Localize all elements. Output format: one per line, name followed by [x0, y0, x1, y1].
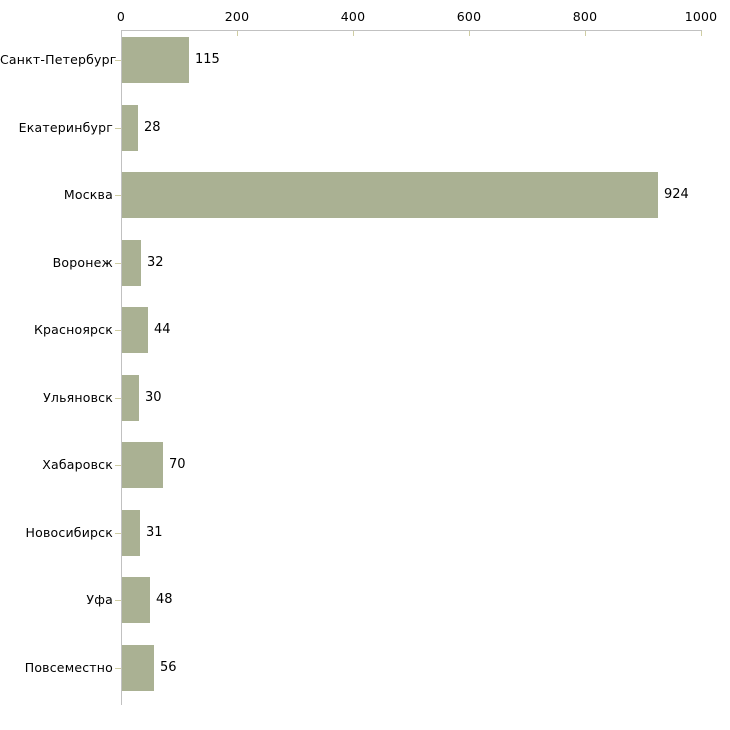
x-axis-tick-label: 600 [456, 9, 482, 24]
value-label: 56 [160, 659, 177, 675]
category-label: Повсеместно [24, 659, 113, 675]
bar [122, 577, 150, 623]
category-tick [115, 532, 121, 534]
category-label: Красноярск [33, 322, 113, 337]
category-tick [115, 60, 121, 61]
x-axis-tick [701, 31, 702, 36]
x-axis-tick-label: 1000 [684, 9, 718, 24]
value-label: 44 [154, 322, 171, 337]
category-tick [115, 465, 121, 466]
value-label: 70 [169, 457, 186, 472]
x-axis-tick [469, 31, 470, 36]
category-label: Санкт-Петербург [0, 52, 117, 67]
category-tick [115, 330, 121, 331]
category-tick [115, 667, 121, 669]
category-tick [115, 195, 121, 196]
bar [122, 442, 163, 488]
bar [122, 37, 189, 83]
category-tick [115, 397, 121, 399]
value-label: 115 [195, 52, 220, 67]
x-axis-tick-label: 800 [572, 9, 598, 24]
x-axis-tick [353, 31, 354, 36]
bar [122, 374, 139, 421]
category-label: Воронеж [52, 254, 113, 270]
category-label: Уфа [86, 592, 113, 607]
bar [122, 644, 154, 691]
category-tick [115, 262, 121, 264]
bar [122, 104, 138, 151]
x-axis-tick [585, 31, 586, 36]
category-label: Ульяновск [43, 389, 113, 405]
bar [122, 509, 140, 556]
x-axis-tick-label: 200 [224, 9, 250, 24]
bar [122, 239, 141, 286]
bar [122, 307, 148, 353]
x-axis-line [121, 30, 702, 31]
bar [122, 172, 658, 218]
category-tick [115, 600, 121, 601]
value-label: 31 [146, 524, 163, 540]
value-label: 924 [664, 187, 689, 202]
category-label: Хабаровск [42, 457, 113, 472]
x-axis-tick-label: 0 [116, 9, 126, 24]
category-label: Москва [63, 187, 113, 202]
value-label: 30 [145, 389, 162, 405]
x-axis-tick [237, 31, 238, 36]
value-label: 32 [147, 254, 164, 270]
y-axis-line [121, 30, 122, 705]
x-axis-tick-label: 400 [340, 9, 366, 24]
category-tick [115, 127, 121, 129]
value-label: 28 [144, 119, 161, 135]
category-label: Екатеринбург [18, 119, 113, 135]
value-label: 48 [156, 592, 173, 607]
category-label: Новосибирск [25, 524, 113, 540]
